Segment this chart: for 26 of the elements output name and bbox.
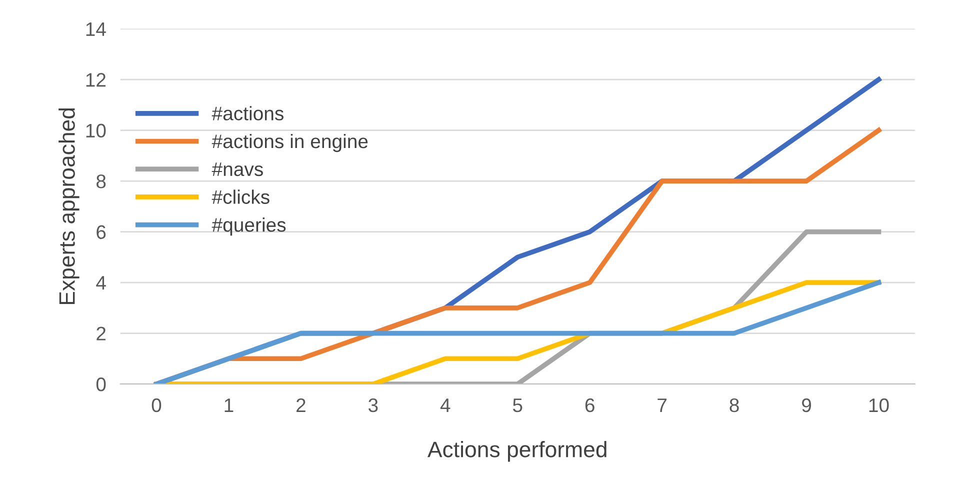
x-tick-label: 2: [296, 398, 306, 412]
legend-label: #actions: [212, 106, 284, 120]
x-tick-label: 3: [368, 398, 378, 412]
y-tick-label: 8: [96, 174, 106, 188]
x-tick-label: 8: [730, 398, 739, 412]
y-tick-label: 4: [96, 276, 106, 290]
y-tick-label: 0: [96, 377, 106, 392]
legend-label: #clicks: [212, 190, 270, 204]
y-tick-label: 2: [96, 326, 106, 340]
x-tick-label: 6: [585, 398, 594, 412]
x-tick-label: 4: [440, 398, 450, 412]
legend-label: #actions in engine: [212, 134, 368, 152]
legend-label: #queries: [212, 218, 286, 236]
x-tick-label: 9: [802, 398, 811, 412]
x-tick-label: 5: [512, 398, 522, 412]
x-tick-label: 0: [152, 398, 162, 412]
y-tick-label: 6: [96, 225, 106, 240]
x-tick-label: 10: [869, 398, 889, 412]
x-tick-label: 1: [224, 398, 234, 412]
x-axis-title: Actions performed: [428, 441, 606, 462]
y-tick-label: 14: [86, 22, 106, 36]
y-tick-label: 12: [86, 73, 106, 87]
y-tick-label: 10: [86, 124, 106, 138]
x-tick-label: 7: [658, 398, 666, 412]
y-axis-title: Experts approached: [58, 108, 80, 304]
legend-label: #navs: [212, 162, 263, 176]
